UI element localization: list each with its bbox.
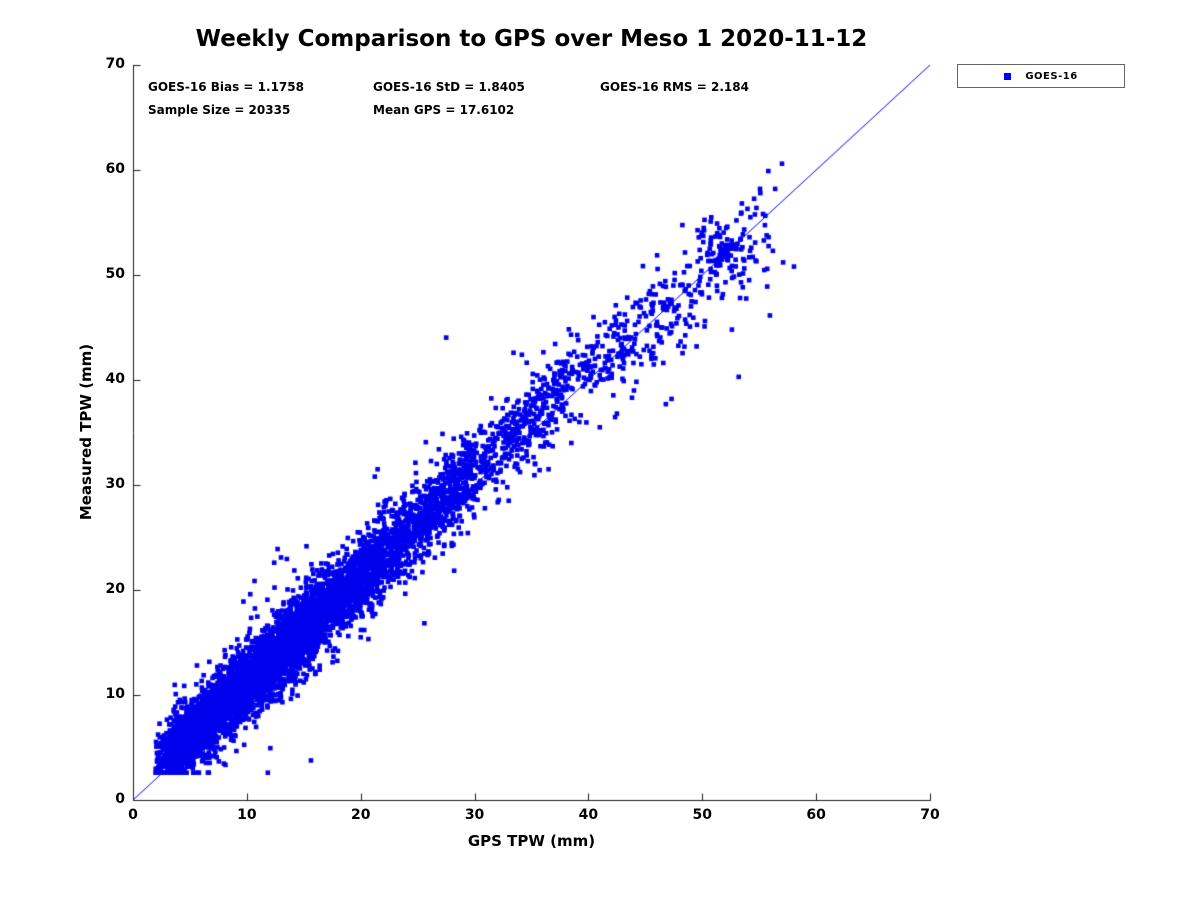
y-tick-label: 40 xyxy=(105,371,125,387)
legend-marker-icon xyxy=(1004,72,1012,80)
x-tick-label: 60 xyxy=(806,807,826,823)
x-tick-label: 0 xyxy=(128,807,138,823)
y-tick-label: 50 xyxy=(105,266,125,282)
stat-mean-gps: Mean GPS = 17.6102 xyxy=(373,103,515,117)
x-axis-label: GPS TPW (mm) xyxy=(467,832,596,850)
stat-sample-size: Sample Size = 20335 xyxy=(148,103,291,117)
x-tick-label: 10 xyxy=(237,807,257,823)
x-tick-label: 30 xyxy=(464,807,485,823)
legend-label: GOES-16 xyxy=(1025,70,1078,82)
y-tick-label: 20 xyxy=(105,581,125,597)
y-tick-label: 60 xyxy=(105,161,125,177)
x-tick-label: 40 xyxy=(578,807,599,823)
y-tick-label: 0 xyxy=(115,791,125,807)
x-tick-label: 20 xyxy=(350,807,371,823)
stat-bias: GOES-16 Bias = 1.1758 xyxy=(148,80,304,94)
legend: GOES-16 xyxy=(957,64,1125,88)
stat-std: GOES-16 StD = 1.8405 xyxy=(373,80,525,94)
y-tick-label: 10 xyxy=(105,686,125,702)
stat-rms: GOES-16 RMS = 2.184 xyxy=(600,80,749,94)
y-tick-label: 30 xyxy=(105,476,125,492)
x-tick-label: 70 xyxy=(920,807,940,823)
x-tick-label: 50 xyxy=(692,807,713,823)
y-tick-label: 70 xyxy=(105,56,125,72)
chart-title: Weekly Comparison to GPS over Meso 1 202… xyxy=(195,26,868,52)
